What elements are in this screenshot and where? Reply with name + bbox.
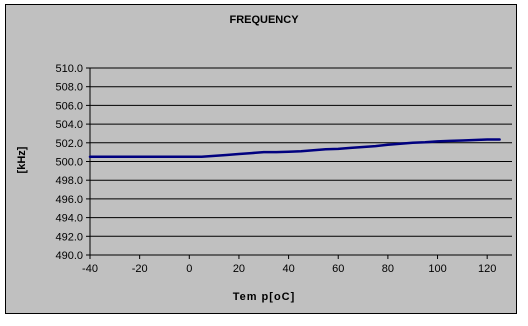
x-tick-label: 40 xyxy=(282,263,294,275)
y-tick-label: 510.0 xyxy=(55,63,83,75)
axes xyxy=(86,67,512,259)
x-tick-label: 120 xyxy=(478,263,496,275)
y-tick-label: 508.0 xyxy=(55,82,83,94)
x-tick-label: 20 xyxy=(233,263,245,275)
y-tick-label: 490.0 xyxy=(55,250,83,262)
y-tick-label: 500.0 xyxy=(55,157,83,169)
y-tick-label: 494.0 xyxy=(55,213,83,225)
y-tick-label: 492.0 xyxy=(55,231,83,243)
y-tick-label: 498.0 xyxy=(55,175,83,187)
x-tick-label: 100 xyxy=(428,263,446,275)
y-tick-label: 502.0 xyxy=(55,138,83,150)
x-tick-label: -40 xyxy=(82,263,98,275)
chart-title: FREQUENCY xyxy=(229,14,299,26)
series-line-frequency xyxy=(88,138,501,159)
x-tick-label: 80 xyxy=(382,263,394,275)
y-tick-label: 496.0 xyxy=(55,194,83,206)
x-tick-label: 0 xyxy=(186,263,192,275)
x-tick-label: 60 xyxy=(332,263,344,275)
y-tick-label: 504.0 xyxy=(55,119,83,131)
x-axis-label: Tem p[oC] xyxy=(232,291,296,303)
x-tick-label: -20 xyxy=(132,263,148,275)
series-layer xyxy=(88,138,501,159)
tick-labels: 510.0 508.0 506.0 504.0 502.0 500.0 498.0 496.0… xyxy=(55,63,496,275)
grid-lines xyxy=(90,67,512,256)
y-tick-label: 506.0 xyxy=(55,100,83,112)
